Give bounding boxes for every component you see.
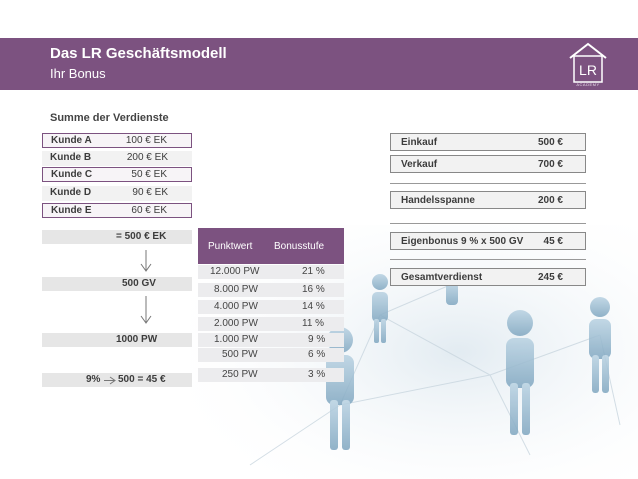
kunde-value: 60 € EK <box>131 205 167 216</box>
einkauf-box: Einkauf 500 € <box>390 133 586 151</box>
handelsspanne-box: Handelsspanne 200 € <box>390 191 586 209</box>
gesamtverdienst-label: Gesamtverdienst <box>401 272 483 283</box>
kunde-row: Kunde E 60 € EK <box>42 203 192 218</box>
cell-punktwert: 4.000 PW <box>214 301 258 312</box>
cell-punktwert: 1.000 PW <box>214 334 258 345</box>
verkauf-box: Verkauf 700 € <box>390 155 586 173</box>
eigenbonus-label: Eigenbonus 9 % x 500 GV <box>401 236 524 247</box>
divider <box>390 259 586 260</box>
kunde-row: Kunde B 200 € EK <box>42 151 192 166</box>
divider <box>390 223 586 224</box>
einkauf-label: Einkauf <box>401 137 438 148</box>
sum-bar: = 500 € EK <box>42 230 192 244</box>
col-header-bonusstufe: Bonusstufe <box>274 241 325 252</box>
kunde-name: Kunde E <box>51 205 92 216</box>
verkauf-value: 700 € <box>537 159 563 170</box>
table-row: 250 PW 3 % <box>198 368 344 382</box>
cell-bonusstufe: 3 % <box>308 369 326 380</box>
cell-bonusstufe: 11 % <box>302 318 325 329</box>
cell-punktwert: 2.000 PW <box>214 318 258 329</box>
table-row: 500 PW 6 % <box>198 348 344 362</box>
pw-label: 1000 PW <box>116 334 158 345</box>
table-row: 4.000 PW 14 % <box>198 300 344 314</box>
pw-table-header: Punktwert Bonusstufe <box>198 228 344 264</box>
handelsspanne-value: 200 € <box>537 195 563 206</box>
header-band <box>0 38 638 90</box>
gesamtverdienst-box: Gesamtverdienst 245 € <box>390 268 586 286</box>
svg-text:LR: LR <box>579 62 597 78</box>
kunde-value: 90 € EK <box>132 187 168 198</box>
kunde-row: Kunde C 50 € EK <box>42 167 192 182</box>
gv-bar: 500 GV <box>42 277 192 291</box>
lr-academy-logo: LR <box>569 42 607 83</box>
gesamtverdienst-value: 245 € <box>537 272 563 283</box>
kunde-row: Kunde A 100 € EK <box>42 133 192 148</box>
gv-label: 500 GV <box>122 278 156 289</box>
page-title: Das LR Geschäftsmodell <box>50 45 227 62</box>
down-arrow-icon <box>140 296 152 324</box>
divider <box>390 183 586 184</box>
logo-subtext: ACADEMY <box>576 82 600 87</box>
cell-bonusstufe: 21 % <box>302 266 325 277</box>
bonus-bar: 9% 500 = 45 € <box>42 373 192 387</box>
bonus-percent: 9% <box>86 374 101 385</box>
eigenbonus-value: 45 € <box>543 236 563 247</box>
cell-bonusstufe: 6 % <box>308 349 326 360</box>
cell-bonusstufe: 9 % <box>308 334 326 345</box>
verkauf-label: Verkauf <box>401 159 438 170</box>
kunde-name: Kunde A <box>51 135 92 146</box>
right-arrow-icon <box>104 376 116 385</box>
table-row: 8.000 PW 16 % <box>198 283 344 297</box>
table-row: 12.000 PW 21 % <box>198 265 344 279</box>
table-row: 1.000 PW 9 % <box>198 333 344 347</box>
kunde-row: Kunde D 90 € EK <box>42 186 192 201</box>
col-header-punktwert: Punktwert <box>208 241 253 252</box>
kunde-value: 100 € EK <box>125 135 167 146</box>
einkauf-value: 500 € <box>537 137 563 148</box>
kunde-value: 50 € EK <box>131 169 167 180</box>
handelsspanne-label: Handelsspanne <box>401 195 475 206</box>
cell-bonusstufe: 16 % <box>302 284 325 295</box>
cell-punktwert: 12.000 PW <box>210 266 260 277</box>
kunde-name: Kunde D <box>50 187 92 198</box>
cell-punktwert: 500 PW <box>222 349 258 360</box>
bonus-result: 500 = 45 € <box>118 374 166 385</box>
page-subtitle: Ihr Bonus <box>50 66 106 81</box>
kunde-name: Kunde C <box>51 169 93 180</box>
down-arrow-icon <box>140 250 152 272</box>
cell-bonusstufe: 14 % <box>302 301 325 312</box>
sum-label: = 500 € EK <box>116 231 167 242</box>
section-title: Summe der Verdienste <box>50 112 169 124</box>
cell-punktwert: 250 PW <box>222 369 258 380</box>
pw-bar: 1000 PW <box>42 333 192 347</box>
cell-punktwert: 8.000 PW <box>214 284 258 295</box>
kunde-name: Kunde B <box>50 152 92 163</box>
eigenbonus-box: Eigenbonus 9 % x 500 GV 45 € <box>390 232 586 250</box>
kunde-value: 200 € EK <box>126 152 168 163</box>
table-row: 2.000 PW 11 % <box>198 317 344 331</box>
